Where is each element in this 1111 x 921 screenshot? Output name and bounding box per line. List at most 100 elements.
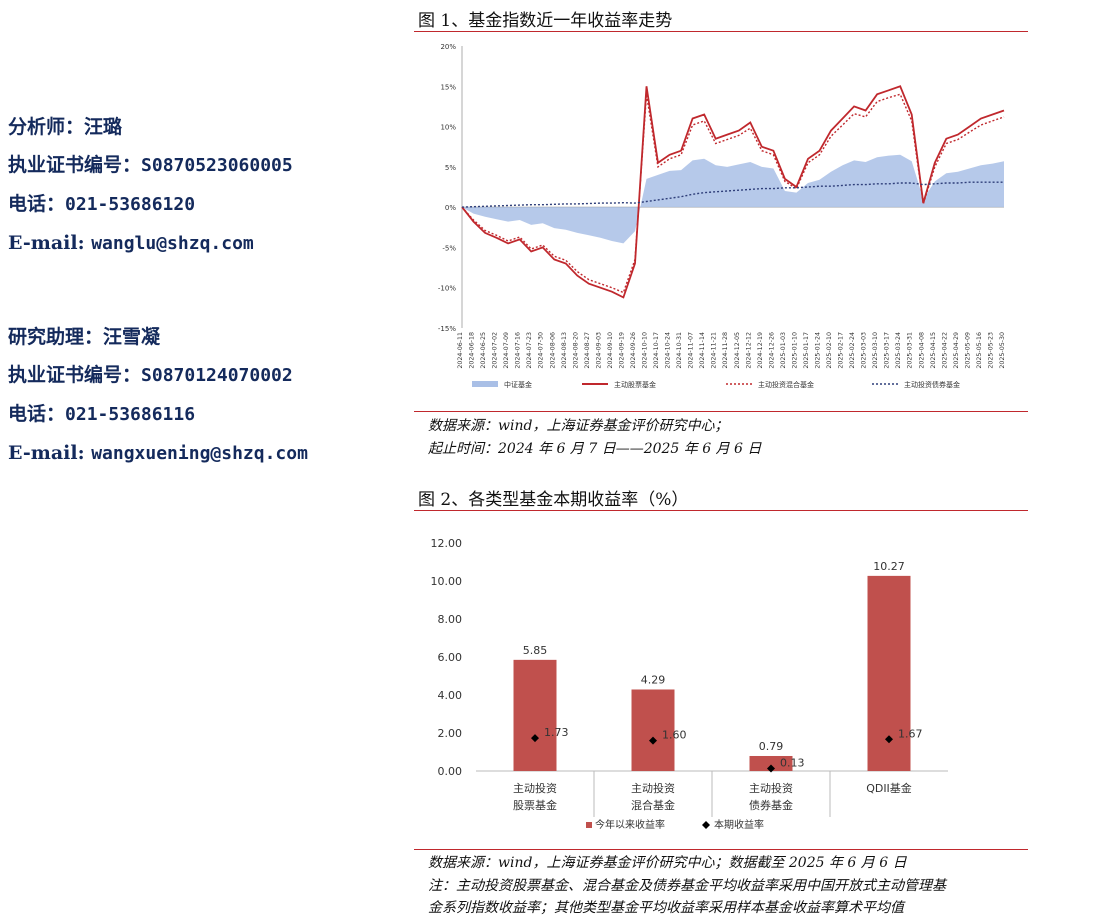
category-label: 混合基金 bbox=[631, 798, 675, 812]
x-tick-label: 2025-01-10 bbox=[791, 332, 798, 369]
marker-point bbox=[885, 735, 893, 744]
assistant-email: E-mail: wangxuening@shzq.com bbox=[8, 434, 308, 473]
y-tick-label: 2.00 bbox=[438, 727, 463, 740]
marker-point bbox=[649, 736, 657, 745]
license-number: S0870523060005 bbox=[141, 155, 293, 176]
x-tick-label: 2024-08-20 bbox=[572, 332, 579, 369]
figure1-period: 起止时间：2024 年 6 月 7 日——2025 年 6 月 6 日 bbox=[428, 441, 762, 457]
line-chart: 20% 15% 10% 5% 0% -5% -10% -15%2024-06-11 2024-0… bbox=[438, 43, 1006, 389]
x-tick-label: 2025-03-17 bbox=[884, 332, 891, 369]
figure2-top-rule bbox=[414, 510, 1028, 511]
y-tick-label: 15% bbox=[440, 83, 456, 91]
x-tick-label: 2024-10-24 bbox=[665, 332, 672, 369]
x-tick-label: 2025-03-03 bbox=[861, 332, 868, 369]
legend-label: 主动股票基金 bbox=[614, 380, 656, 389]
x-tick-label: 2025-05-16 bbox=[976, 332, 983, 369]
y-tick-label: 4.00 bbox=[438, 689, 463, 702]
x-tick-label: 2024-07-09 bbox=[503, 332, 510, 369]
y-tick-label: 12.00 bbox=[431, 537, 463, 550]
x-tick-label: 2024-09-10 bbox=[607, 332, 614, 369]
bar-value-label: 10.27 bbox=[873, 560, 905, 573]
analyst-name: 分析师：汪璐 bbox=[8, 116, 123, 138]
x-tick-label: 2024-12-05 bbox=[734, 332, 741, 369]
x-tick-label: 2024-11-14 bbox=[699, 332, 706, 369]
y-tick-label: 6.00 bbox=[438, 651, 463, 664]
x-tick-label: 2024-07-30 bbox=[538, 332, 545, 369]
bar-chart: 12.00 10.00 8.00 6.00 4.00 2.00 0.00 5.85 4.29 0.… bbox=[431, 537, 948, 831]
y-tick-label: -10% bbox=[438, 285, 456, 293]
y-tick-label: -5% bbox=[442, 244, 456, 252]
marker-value-label: 0.13 bbox=[780, 757, 805, 770]
x-tick-label: 2025-03-31 bbox=[907, 332, 914, 369]
x-tick-label: 2024-11-07 bbox=[688, 332, 695, 369]
email-label: E-mail: bbox=[8, 442, 92, 464]
legend-label: 中证基金 bbox=[504, 380, 532, 389]
x-tick-label: 2025-02-10 bbox=[826, 332, 833, 369]
bar-value-label: 4.29 bbox=[641, 673, 666, 686]
x-tick-label: 2025-04-22 bbox=[941, 332, 948, 369]
x-tick-label: 2025-04-29 bbox=[953, 332, 960, 369]
x-tick-label: 2025-04-15 bbox=[930, 332, 937, 369]
x-tick-label: 2024-09-26 bbox=[630, 332, 637, 369]
analyst-contact: 分析师：汪璐 执业证书编号：S0870523060005 电话：021-5368… bbox=[8, 108, 293, 263]
marker-value-label: 1.60 bbox=[662, 729, 687, 742]
analyst-license: 执业证书编号：S0870523060005 bbox=[8, 146, 293, 185]
bar bbox=[749, 755, 793, 771]
x-tick-label: 2025-05-30 bbox=[999, 332, 1006, 369]
x-tick-label: 2024-09-19 bbox=[618, 332, 625, 369]
series-line-2 bbox=[461, 93, 1005, 294]
figure2-source: 数据来源：wind，上海证券基金评价研究中心；数据截至 2025 年 6 月 6… bbox=[428, 855, 907, 871]
x-tick-label: 2024-10-31 bbox=[676, 332, 683, 369]
marker-point bbox=[531, 734, 539, 743]
bar-value-label: 0.79 bbox=[759, 740, 784, 753]
marker-value-label: 1.67 bbox=[898, 727, 923, 740]
marker-value-label: 1.73 bbox=[544, 726, 569, 739]
phone-label: 电话： bbox=[8, 193, 66, 215]
y-tick-label: -15% bbox=[438, 325, 456, 333]
legend-label: 主动投资混合基金 bbox=[758, 380, 814, 389]
license-number: S0870124070002 bbox=[141, 365, 293, 386]
assistant-contact: 研究助理：汪雪凝 执业证书编号：S0870124070002 电话：021-53… bbox=[8, 318, 308, 473]
x-tick-label: 2025-03-10 bbox=[872, 332, 879, 369]
x-tick-label: 2024-12-26 bbox=[768, 332, 775, 369]
x-tick-label: 2025-01-24 bbox=[814, 332, 821, 369]
bar bbox=[513, 659, 557, 771]
figure1-source: 数据来源：wind，上海证券基金评价研究中心； bbox=[428, 418, 729, 434]
figure2-note-line1: 注：主动投资股票基金、混合基金及债券基金平均收益率采用中国开放式主动管理基 bbox=[428, 878, 946, 894]
phone-number: 021-53686120 bbox=[65, 194, 196, 215]
bar-value-label: 5.85 bbox=[523, 644, 548, 657]
x-tick-label: 2025-05-23 bbox=[987, 332, 994, 369]
category-label: 主动投资 bbox=[749, 781, 793, 795]
y-tick-label: 8.00 bbox=[438, 613, 463, 626]
x-tick-label: 2025-04-08 bbox=[918, 332, 925, 369]
series-line-1 bbox=[461, 85, 1005, 299]
x-tick-label: 2025-01-17 bbox=[803, 332, 810, 369]
email-address[interactable]: wanglu@shzq.com bbox=[91, 233, 254, 254]
y-tick-label: 10.00 bbox=[431, 575, 463, 588]
figure2-title: 图 2、各类型基金本期收益率（%） bbox=[418, 490, 689, 510]
assistant-license: 执业证书编号：S0870124070002 bbox=[8, 356, 308, 395]
x-tick-label: 2024-11-21 bbox=[711, 332, 718, 369]
x-tick-label: 2024-07-23 bbox=[526, 332, 533, 369]
series-line-3 bbox=[461, 181, 1004, 208]
legend-label: 主动投资债券基金 bbox=[904, 380, 960, 389]
category-label: 主动投资 bbox=[513, 781, 557, 795]
category-label: 主动投资 bbox=[631, 781, 675, 795]
figure2-bottom-rule bbox=[414, 849, 1028, 850]
analyst-phone: 电话：021-53686120 bbox=[8, 185, 293, 224]
assistant-name: 研究助理：汪雪凝 bbox=[8, 326, 161, 348]
bar bbox=[631, 689, 675, 771]
email-address[interactable]: wangxuening@shzq.com bbox=[91, 443, 308, 464]
y-tick-label: 0% bbox=[445, 204, 456, 212]
assistant-phone: 电话：021-53686116 bbox=[8, 395, 308, 434]
license-label: 执业证书编号： bbox=[8, 364, 142, 386]
x-tick-label: 2024-06-18 bbox=[469, 332, 476, 369]
phone-number: 021-53686116 bbox=[65, 404, 196, 425]
x-tick-label: 2024-12-12 bbox=[745, 332, 752, 369]
x-tick-label: 2025-03-24 bbox=[895, 332, 902, 369]
legend-swatch bbox=[586, 822, 592, 828]
x-tick-label: 2025-01-03 bbox=[780, 332, 787, 369]
license-label: 执业证书编号： bbox=[8, 154, 142, 176]
x-tick-label: 2024-08-27 bbox=[584, 332, 591, 369]
y-tick-label: 10% bbox=[440, 124, 456, 132]
